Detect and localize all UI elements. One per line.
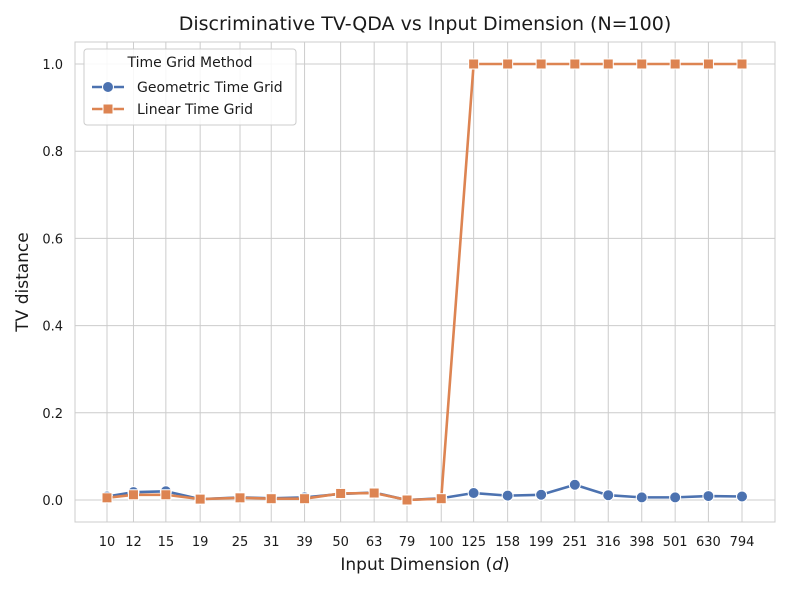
x-tick-label: 15 bbox=[158, 535, 175, 550]
geometric-time-grid-point bbox=[568, 478, 581, 491]
x-tick-label: 251 bbox=[562, 535, 587, 550]
legend-title: Time Grid Method bbox=[126, 55, 252, 71]
y-tick-label: 0.2 bbox=[42, 407, 63, 422]
geometric-time-grid-point bbox=[501, 489, 514, 502]
linear-time-grid-point bbox=[127, 489, 139, 501]
x-tick-label: 125 bbox=[461, 535, 486, 550]
linear-time-grid-point bbox=[299, 493, 311, 505]
x-tick-label: 19 bbox=[192, 535, 209, 550]
x-tick-label: 50 bbox=[332, 535, 349, 550]
chart-title: Discriminative TV-QDA vs Input Dimension… bbox=[179, 13, 672, 35]
x-tick-label: 39 bbox=[296, 535, 313, 550]
y-tick-label: 1.0 bbox=[42, 58, 63, 73]
linear-time-grid-point bbox=[160, 489, 172, 501]
linear-time-grid-point bbox=[401, 494, 413, 506]
geometric-time-grid-point bbox=[702, 490, 715, 503]
x-tick-label: 630 bbox=[696, 535, 721, 550]
y-tick-label: 0.8 bbox=[42, 145, 63, 160]
linear-time-grid-series bbox=[101, 58, 748, 506]
x-axis-label-suffix: ) bbox=[503, 555, 510, 575]
plot-frame bbox=[74, 41, 776, 523]
x-tick-label: 31 bbox=[263, 535, 280, 550]
x-tick-label: 12 bbox=[125, 535, 142, 550]
linear-time-grid-point bbox=[194, 493, 206, 505]
y-tick-label: 0.6 bbox=[42, 232, 63, 247]
legend-box bbox=[83, 48, 297, 126]
linear-time-grid-point bbox=[602, 58, 614, 70]
x-axis-label-variable: d bbox=[492, 555, 503, 575]
x-tick-label: 398 bbox=[629, 535, 654, 550]
linear-time-grid-point bbox=[468, 58, 480, 70]
linear-time-grid-line bbox=[106, 62, 742, 502]
linear-time-grid-point bbox=[736, 58, 748, 70]
linear-time-grid-point bbox=[502, 58, 514, 70]
x-tick-label: 501 bbox=[663, 535, 688, 550]
x-tick-label: 10 bbox=[99, 535, 116, 550]
linear-time-grid-point bbox=[265, 493, 277, 505]
x-tick-label: 100 bbox=[429, 535, 454, 550]
y-tick-label: 0.0 bbox=[42, 494, 63, 509]
geometric-time-grid-point bbox=[535, 488, 548, 501]
linear-time-grid-point bbox=[335, 487, 347, 499]
y-axis-label: TV distance bbox=[13, 232, 33, 332]
linear-time-grid-point bbox=[636, 58, 648, 70]
geometric-time-grid-point bbox=[602, 489, 615, 502]
x-tick-label: 316 bbox=[596, 535, 621, 550]
legend-geometric-time-grid-label: Geometric Time Grid bbox=[137, 80, 283, 96]
x-tick-label: 158 bbox=[495, 535, 520, 550]
legend-geometric-time-grid-marker bbox=[102, 81, 114, 93]
y-tick-label: 0.4 bbox=[42, 320, 63, 335]
geometric-time-grid-point bbox=[467, 487, 480, 500]
x-axis-label: Input Dimension (d) bbox=[340, 555, 509, 575]
legend-entries: Geometric Time Grid Linear Time Grid bbox=[92, 80, 283, 118]
geometric-time-grid-point bbox=[669, 491, 682, 504]
x-tick-label: 63 bbox=[366, 535, 383, 550]
x-tick-label: 199 bbox=[529, 535, 554, 550]
geometric-time-grid-point bbox=[736, 490, 748, 503]
linear-time-grid-point bbox=[435, 493, 447, 505]
linear-time-grid-point bbox=[101, 492, 113, 504]
geometric-time-grid-point bbox=[635, 491, 648, 504]
linear-time-grid-point bbox=[234, 492, 246, 504]
tick-label-layer: 10 12 15 19 25 31 39 50 63 79 100 125 158 199 251 316 39… bbox=[42, 58, 754, 550]
series-layer bbox=[101, 58, 748, 506]
legend-linear-time-grid-label: Linear Time Grid bbox=[137, 102, 253, 118]
linear-time-grid-point bbox=[569, 58, 581, 70]
x-tick-label: 79 bbox=[399, 535, 416, 550]
x-axis-label-prefix: Input Dimension ( bbox=[340, 555, 492, 575]
linear-time-grid-point bbox=[702, 58, 714, 70]
linear-time-grid-point bbox=[669, 58, 681, 70]
legend-linear-time-grid-marker bbox=[102, 103, 114, 115]
linear-time-grid-point bbox=[368, 487, 380, 499]
legend: Time Grid Method Geometric Time Grid Line… bbox=[83, 48, 297, 126]
x-tick-label: 25 bbox=[232, 535, 249, 550]
x-tick-label: 794 bbox=[730, 535, 755, 550]
linear-time-grid-point bbox=[535, 58, 547, 70]
